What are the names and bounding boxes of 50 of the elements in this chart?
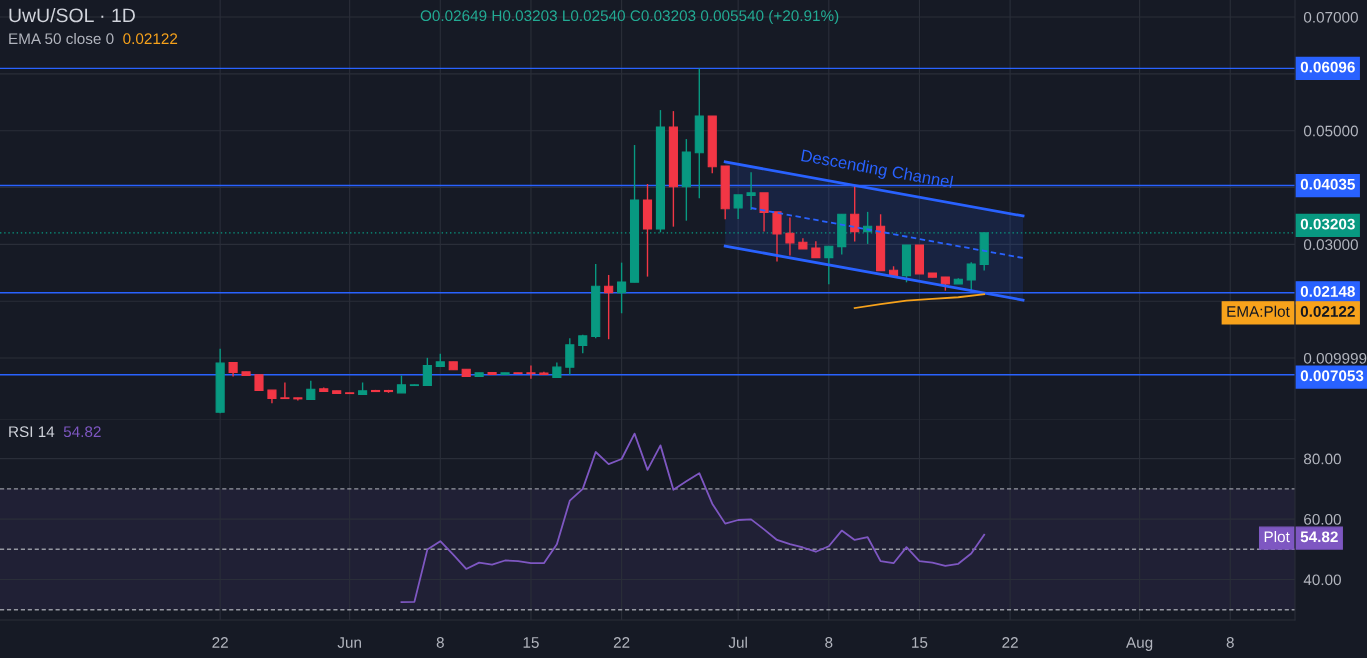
x-tick-label: 22 (1002, 637, 1018, 648)
annotation: 54.82 (63, 426, 101, 438)
candlestick (966, 261, 976, 292)
annotation: EMA 50 close 0 (9, 32, 114, 45)
candlestick (850, 184, 860, 243)
chart-title: UwU/SOL · 1D (9, 7, 135, 23)
candlestick (824, 245, 834, 285)
x-tick-label: Jul (728, 636, 747, 648)
x-tick-label: 8 (825, 637, 833, 648)
y-tick-label: 0.03000 (1303, 239, 1358, 251)
y-tick-label: 80.00 (1304, 453, 1341, 465)
annotation: EMA:Plot (1227, 305, 1290, 317)
y-tick-label: 40.00 (1303, 574, 1341, 586)
candlestick (565, 337, 575, 376)
line-series (400, 432, 986, 604)
y-tick-label: 60.00 (1304, 513, 1341, 525)
candlestick (759, 192, 769, 233)
candlestick (785, 216, 795, 257)
ref-line-label: 0.02148 (1300, 286, 1355, 297)
candlestick (772, 211, 782, 263)
y-tick-label: 0.07000 (1303, 11, 1358, 23)
x-tick-label: 22 (613, 637, 630, 648)
ref-line-label: 0.06096 (1300, 61, 1355, 73)
y-tick-label: 0.05000 (1303, 125, 1358, 137)
ref-line-label: 0.007053 (1300, 370, 1364, 382)
candlestick (280, 381, 290, 400)
candlestick (733, 194, 743, 220)
x-tick-label: 15 (912, 637, 928, 648)
candlestick (604, 274, 614, 340)
x-tick-label: 22 (212, 637, 228, 648)
annotation: Plot (1264, 530, 1290, 543)
x-tick-label: Aug (1126, 637, 1153, 651)
candlestick (526, 364, 536, 380)
x-tick-label: 15 (523, 637, 539, 648)
text: O0.02649 H0.03203 L0.02540 C0.03203 0.005540 (+20.91%) (420, 9, 839, 25)
candlestick (617, 261, 627, 314)
chart-title: RSI 14 (9, 426, 55, 438)
x-tick-label: 8 (436, 637, 444, 648)
x-tick-label: Jun (337, 637, 361, 648)
text: 0.02122 (1300, 306, 1355, 317)
y-tick-label: 0.009999 (1303, 352, 1367, 364)
candlestick (306, 380, 316, 401)
x-tick-label: 8 (1226, 637, 1234, 648)
ref-line-label: 0.04035 (1300, 178, 1355, 190)
candlestick (422, 357, 432, 387)
line-series (853, 293, 986, 309)
annotation: 0.02122 (123, 33, 178, 45)
candlestick (746, 171, 756, 211)
ref-line-label: 0.03203 (1300, 218, 1355, 230)
text: 54.82 (1300, 531, 1338, 543)
